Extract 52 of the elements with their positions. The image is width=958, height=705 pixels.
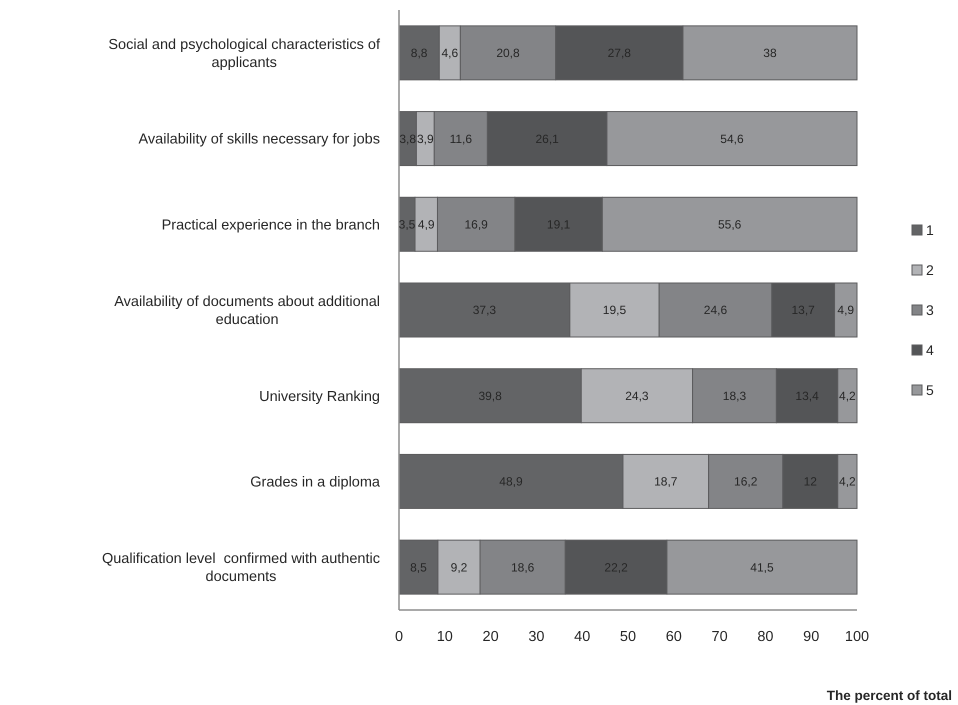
y-tick-label: Grades in a diploma bbox=[250, 474, 381, 491]
y-tick-label: University Ranking bbox=[259, 388, 380, 405]
y-tick-label: Availability of skills necessary for jobs bbox=[138, 132, 380, 148]
legend-label: 1 bbox=[926, 222, 934, 238]
data-label: 18,7 bbox=[654, 474, 678, 489]
legend-label: 3 bbox=[926, 302, 934, 318]
data-label: 4,2 bbox=[839, 474, 856, 489]
data-label: 24,6 bbox=[704, 303, 728, 318]
x-tick-label: 80 bbox=[757, 629, 774, 645]
data-label: 16,2 bbox=[734, 474, 758, 489]
data-label: 48,9 bbox=[499, 474, 523, 489]
y-tick-label: Availability of documents about additional education bbox=[114, 294, 380, 328]
data-label: 4,6 bbox=[441, 46, 458, 60]
legend-label: 4 bbox=[926, 342, 934, 358]
x-tick-label: 30 bbox=[528, 629, 544, 645]
data-label: 11,6 bbox=[450, 132, 472, 146]
data-label: 18,6 bbox=[510, 560, 535, 574]
x-tick-label: 20 bbox=[482, 629, 499, 645]
data-label: 55,6 bbox=[718, 217, 742, 232]
x-tick-label: 50 bbox=[620, 629, 636, 645]
x-tick-label: 0 bbox=[394, 629, 404, 645]
data-label: 37,3 bbox=[472, 303, 496, 318]
x-tick-label: 40 bbox=[574, 629, 590, 645]
data-label: 24,3 bbox=[625, 388, 649, 403]
data-label: 41,5 bbox=[750, 560, 774, 574]
data-label: 4,2 bbox=[839, 388, 856, 403]
data-label: 18,3 bbox=[722, 388, 746, 403]
data-label: 4,9 bbox=[837, 303, 854, 318]
data-label: 3,5 bbox=[398, 217, 416, 232]
data-label: 16,9 bbox=[464, 217, 488, 232]
legend-label: 5 bbox=[926, 382, 934, 398]
data-label: 9,2 bbox=[450, 560, 468, 574]
y-tick-label: Qualification level confirmed with authentic documents bbox=[102, 551, 380, 586]
y-tick-label: Social and psychological characteristics of applicants bbox=[108, 36, 381, 71]
x-tick-label: 100 bbox=[844, 629, 870, 645]
legend-label: 2 bbox=[926, 262, 934, 278]
data-label: 4,9 bbox=[418, 217, 435, 232]
y-tick-label: Practical experience in the branch bbox=[162, 217, 380, 234]
x-tick-label: 60 bbox=[666, 629, 682, 645]
data-label: 19,5 bbox=[602, 303, 626, 318]
data-label: 3,8 bbox=[399, 132, 416, 146]
x-tick-label: 90 bbox=[803, 629, 820, 645]
data-label: 38 bbox=[763, 46, 777, 60]
data-label: 8,5 bbox=[410, 560, 428, 574]
x-tick-label: 10 bbox=[436, 629, 453, 645]
data-label: 8,8 bbox=[410, 46, 428, 60]
x-tick-label: 70 bbox=[712, 629, 728, 645]
data-label: 54,6 bbox=[720, 132, 744, 146]
data-label: 20,8 bbox=[496, 46, 520, 60]
data-label: 3,9 bbox=[416, 132, 434, 146]
x-axis-title: The percent of total bbox=[826, 688, 952, 703]
data-label: 39,8 bbox=[478, 388, 502, 403]
